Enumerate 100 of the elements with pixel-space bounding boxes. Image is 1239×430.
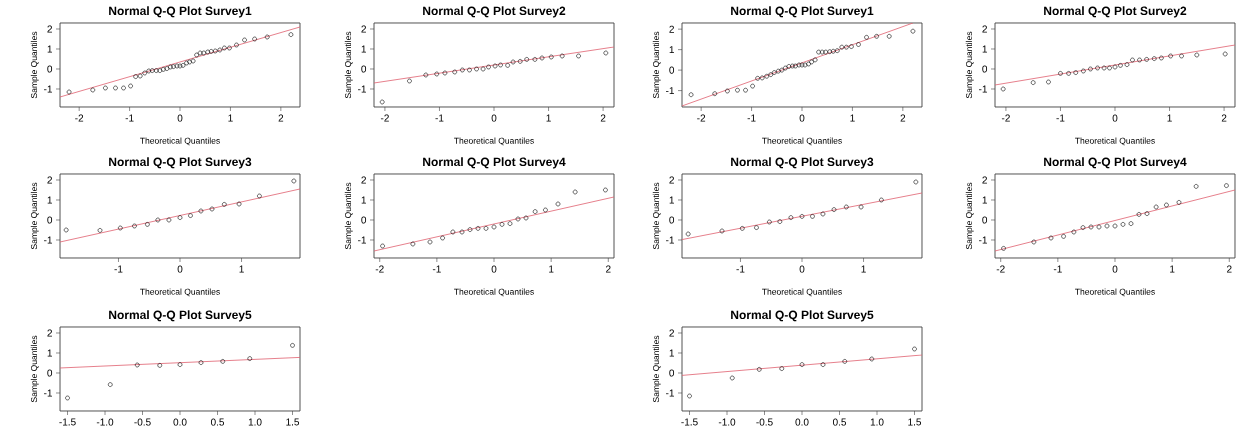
point <box>809 59 814 65</box>
y-axis-title: Sample Quantiles <box>652 182 661 250</box>
point <box>467 227 473 232</box>
point <box>719 228 725 234</box>
point <box>467 67 472 73</box>
point <box>498 62 503 68</box>
point <box>197 50 203 56</box>
point <box>779 366 785 371</box>
point <box>198 208 204 214</box>
point <box>222 45 227 51</box>
y-tick-label: 2 <box>669 176 674 184</box>
y-axis-title: Sample Quantiles <box>30 182 39 250</box>
point <box>1046 79 1051 85</box>
point <box>823 49 828 55</box>
point <box>712 91 718 96</box>
y-tick-label: 2 <box>47 25 52 33</box>
x-tick-label: 1.5 <box>908 418 922 426</box>
point <box>474 66 479 72</box>
x-tick-label: -2 <box>375 265 384 273</box>
point <box>1081 68 1086 74</box>
point <box>779 67 785 73</box>
point <box>1000 86 1006 92</box>
point <box>543 207 548 213</box>
x-tick-label: 1.5 <box>286 418 300 426</box>
point <box>879 197 884 203</box>
y-axis-title: Sample Quantiles <box>652 335 661 403</box>
point <box>1128 221 1134 226</box>
y-tick-label: -1 <box>44 389 52 397</box>
point <box>1088 66 1093 72</box>
y-tick-label: 1 <box>982 45 987 53</box>
point <box>205 49 211 55</box>
point <box>213 48 218 54</box>
point <box>66 89 72 95</box>
point <box>910 28 916 34</box>
y-tick-label: -1 <box>358 85 366 93</box>
point <box>180 63 186 68</box>
point <box>1224 183 1229 188</box>
point <box>1080 225 1086 230</box>
point <box>510 59 516 65</box>
point <box>1104 223 1110 229</box>
point <box>434 71 440 77</box>
point <box>1222 51 1228 57</box>
y-tick-label: 1 <box>669 349 674 357</box>
point <box>740 226 745 231</box>
y-axis-title: Sample Quantiles <box>344 182 353 250</box>
point <box>201 50 207 56</box>
point <box>687 393 692 399</box>
point <box>849 44 854 49</box>
point <box>145 222 150 227</box>
y-tick-label: 0 <box>47 369 53 377</box>
x-tick-label: 0.0 <box>795 418 809 426</box>
point <box>1031 239 1037 245</box>
point <box>1058 71 1063 76</box>
point <box>685 231 691 237</box>
y-axis-title: Sample Quantiles <box>652 31 661 99</box>
chart-title: Normal Q-Q Plot Survey4 <box>1044 157 1187 169</box>
y-tick-label: 1 <box>669 46 674 54</box>
point <box>1144 57 1149 62</box>
point <box>777 219 783 224</box>
y-tick-label: 2 <box>47 329 52 337</box>
point <box>1001 246 1006 251</box>
point <box>198 360 204 365</box>
x-tick-label: -1 <box>736 265 745 273</box>
x-tick-label: -2 <box>697 114 706 122</box>
y-tick-label: -1 <box>44 236 52 244</box>
chart-title: Normal Q-Q Plot Survey1 <box>731 6 874 18</box>
point <box>184 60 189 66</box>
point <box>177 215 183 220</box>
point <box>842 359 848 364</box>
y-tick-label: -1 <box>358 236 366 244</box>
y-tick-label: 1 <box>361 196 366 204</box>
point <box>1071 229 1077 235</box>
x-tick-label: -1.5 <box>681 418 698 426</box>
x-axis-title: Theoretical Quantiles <box>454 288 534 297</box>
point <box>217 47 223 53</box>
point <box>1137 57 1142 63</box>
point <box>603 187 608 193</box>
y-tick-label: 2 <box>47 176 52 184</box>
point <box>164 66 170 71</box>
point <box>1124 62 1130 67</box>
point <box>820 211 826 217</box>
x-axis-title: Theoretical Quantiles <box>140 137 220 146</box>
point <box>1095 65 1100 71</box>
chart-title: Normal Q-Q Plot Survey3 <box>731 157 874 169</box>
chart-title: Normal Q-Q Plot Survey1 <box>109 6 252 18</box>
chart-title: Normal Q-Q Plot Survey3 <box>109 157 252 169</box>
point <box>1073 70 1079 75</box>
x-tick-label: 0 <box>1112 265 1118 273</box>
point <box>154 68 159 73</box>
point <box>806 61 811 67</box>
point <box>831 207 837 212</box>
point <box>155 217 161 223</box>
point <box>475 226 481 231</box>
point <box>764 73 770 79</box>
y-axis-title: Sample Quantiles <box>965 31 974 99</box>
x-tick-label: 0 <box>177 265 183 273</box>
point <box>499 222 505 227</box>
x-tick-label: -0.5 <box>134 418 151 426</box>
point <box>220 359 226 364</box>
x-tick-label: -0.5 <box>756 418 773 426</box>
